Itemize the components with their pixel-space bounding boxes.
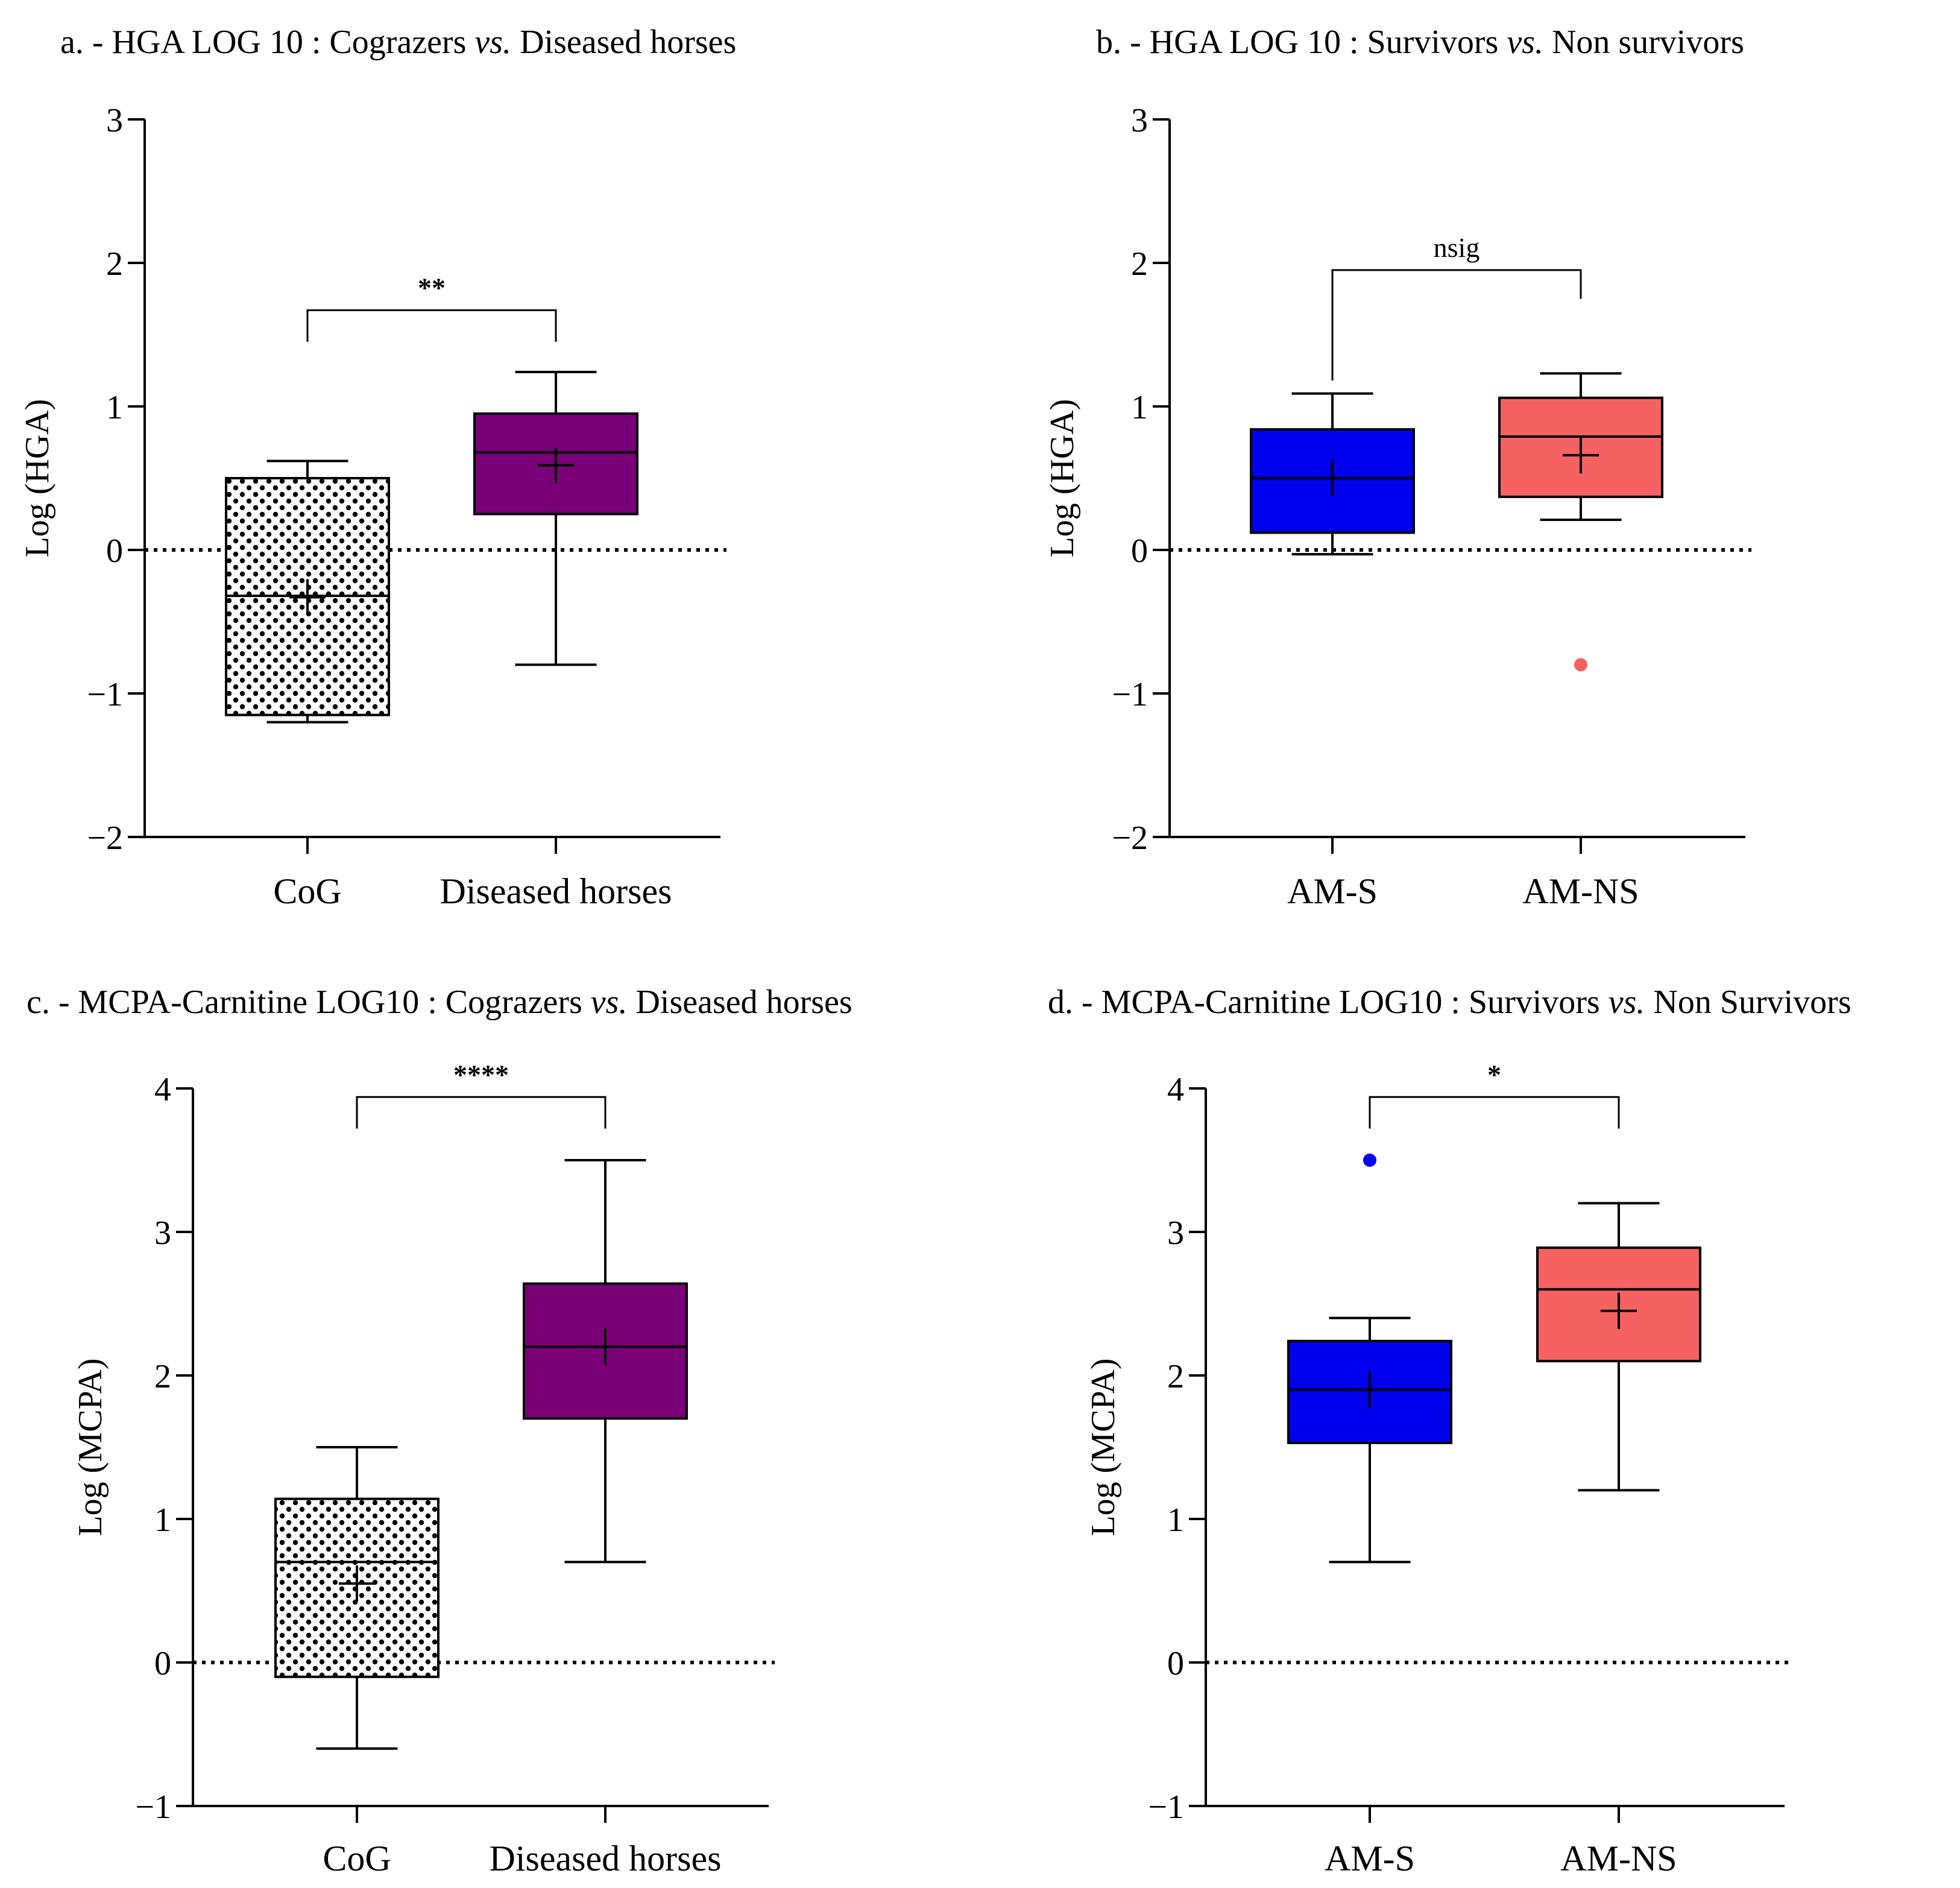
panel-a: a. - HGA LOG 10 : Cograzers vs. Diseased… [19,24,736,911]
y-tick-label: 2 [1167,1358,1184,1395]
x-tick-label: Diseased horses [440,871,672,911]
y-tick-label: 3 [1131,102,1148,139]
title-part: c. - MCPA-Carnitine LOG10 : Cograzers [27,983,591,1021]
y-tick-label: 0 [106,532,123,570]
x-tick-label: CoG [323,1839,391,1878]
x-tick-label: CoG [273,871,341,911]
title-part: d. - MCPA-Carnitine LOG10 : Survivors [1048,983,1609,1021]
box-diseased-horses: Diseased horses [490,1159,722,1878]
title-vs: vs. [474,24,511,61]
title-part: b. - HGA LOG 10 : Survivors [1096,24,1507,61]
bracket-line [1369,1096,1620,1129]
panel-title: a. - HGA LOG 10 : Cograzers vs. Diseased… [60,24,736,61]
y-axis-label: Log (HGA) [19,399,56,558]
significance-bracket: * [1369,1059,1620,1129]
panel-d: d. - MCPA-Carnitine LOG10 : Survivors vs… [1048,983,1851,1878]
y-tick-label: −2 [87,819,123,857]
panel-title: c. - MCPA-Carnitine LOG10 : Cograzers vs… [27,983,852,1021]
title-part: Non survivors [1543,24,1744,61]
bracket-line [356,1096,607,1129]
title-vs: vs. [1507,24,1543,61]
outlier-point [1574,658,1587,672]
title-part: Diseased horses [627,983,852,1021]
box-am-ns: AM-NS [1536,1202,1701,1878]
y-tick-label: 1 [154,1501,171,1539]
y-tick-label: 0 [1131,532,1148,570]
y-tick-label: 0 [154,1645,171,1682]
y-tick-label: −1 [1112,676,1148,713]
y-tick-label: −2 [1112,819,1148,857]
y-tick-label: 3 [1167,1214,1184,1252]
title-part: Diseased horses [511,24,736,61]
significance-label: * [1487,1059,1501,1090]
y-tick-label: −1 [1148,1789,1184,1826]
title-vs: vs. [591,983,628,1021]
panel-c: c. - MCPA-Carnitine LOG10 : Cograzers vs… [27,983,852,1878]
y-tick-label: 2 [154,1358,171,1395]
panel-title: d. - MCPA-Carnitine LOG10 : Survivors vs… [1048,983,1851,1021]
significance-bracket: ** [306,273,557,342]
box-am-s: AM-S [1250,392,1415,911]
box-am-ns: AM-NS [1498,372,1663,911]
y-tick-label: 1 [1131,389,1148,426]
y-axis-label: Log (MCPA) [1085,1358,1122,1536]
bracket-line [1331,269,1582,381]
y-tick-label: 1 [1167,1501,1184,1539]
y-tick-label: 3 [154,1214,171,1252]
bracket-line [306,309,557,342]
y-tick-label: 2 [1131,245,1148,283]
box-cog: CoG [274,1446,440,1878]
x-tick-label: AM-S [1287,871,1378,911]
panel-title: b. - HGA LOG 10 : Survivors vs. Non surv… [1096,24,1744,61]
y-tick-label: 2 [106,245,123,283]
x-tick-label: AM-NS [1560,1839,1677,1878]
box-diseased-horses: Diseased horses [440,370,672,911]
y-axis-label: Log (HGA) [1044,399,1081,558]
significance-bracket: **** [356,1059,607,1129]
y-tick-label: 4 [1167,1071,1184,1108]
significance-label: **** [453,1059,509,1090]
y-tick-label: −1 [87,676,123,713]
outlier-point [1363,1154,1376,1167]
y-axis-label: Log (MCPA) [72,1358,109,1536]
y-tick-label: 1 [106,389,123,426]
y-tick-label: −1 [135,1789,171,1826]
significance-bracket: nsig [1331,232,1582,381]
box-am-s: AM-S [1287,1154,1452,1878]
box-cog: CoG [225,459,390,911]
title-vs: vs. [1609,983,1645,1021]
title-part: a. - HGA LOG 10 : Cograzers [60,24,474,61]
x-tick-label: AM-NS [1522,871,1639,911]
x-tick-label: AM-S [1325,1839,1415,1878]
significance-label: nsig [1434,232,1480,263]
x-tick-label: Diseased horses [490,1839,722,1878]
panel-b: b. - HGA LOG 10 : Survivors vs. Non surv… [1044,24,1751,911]
significance-label: ** [418,273,446,303]
y-tick-label: 0 [1167,1645,1184,1682]
y-tick-label: 4 [154,1071,171,1108]
title-part: Non Survivors [1645,983,1851,1021]
y-tick-label: 3 [106,102,123,139]
